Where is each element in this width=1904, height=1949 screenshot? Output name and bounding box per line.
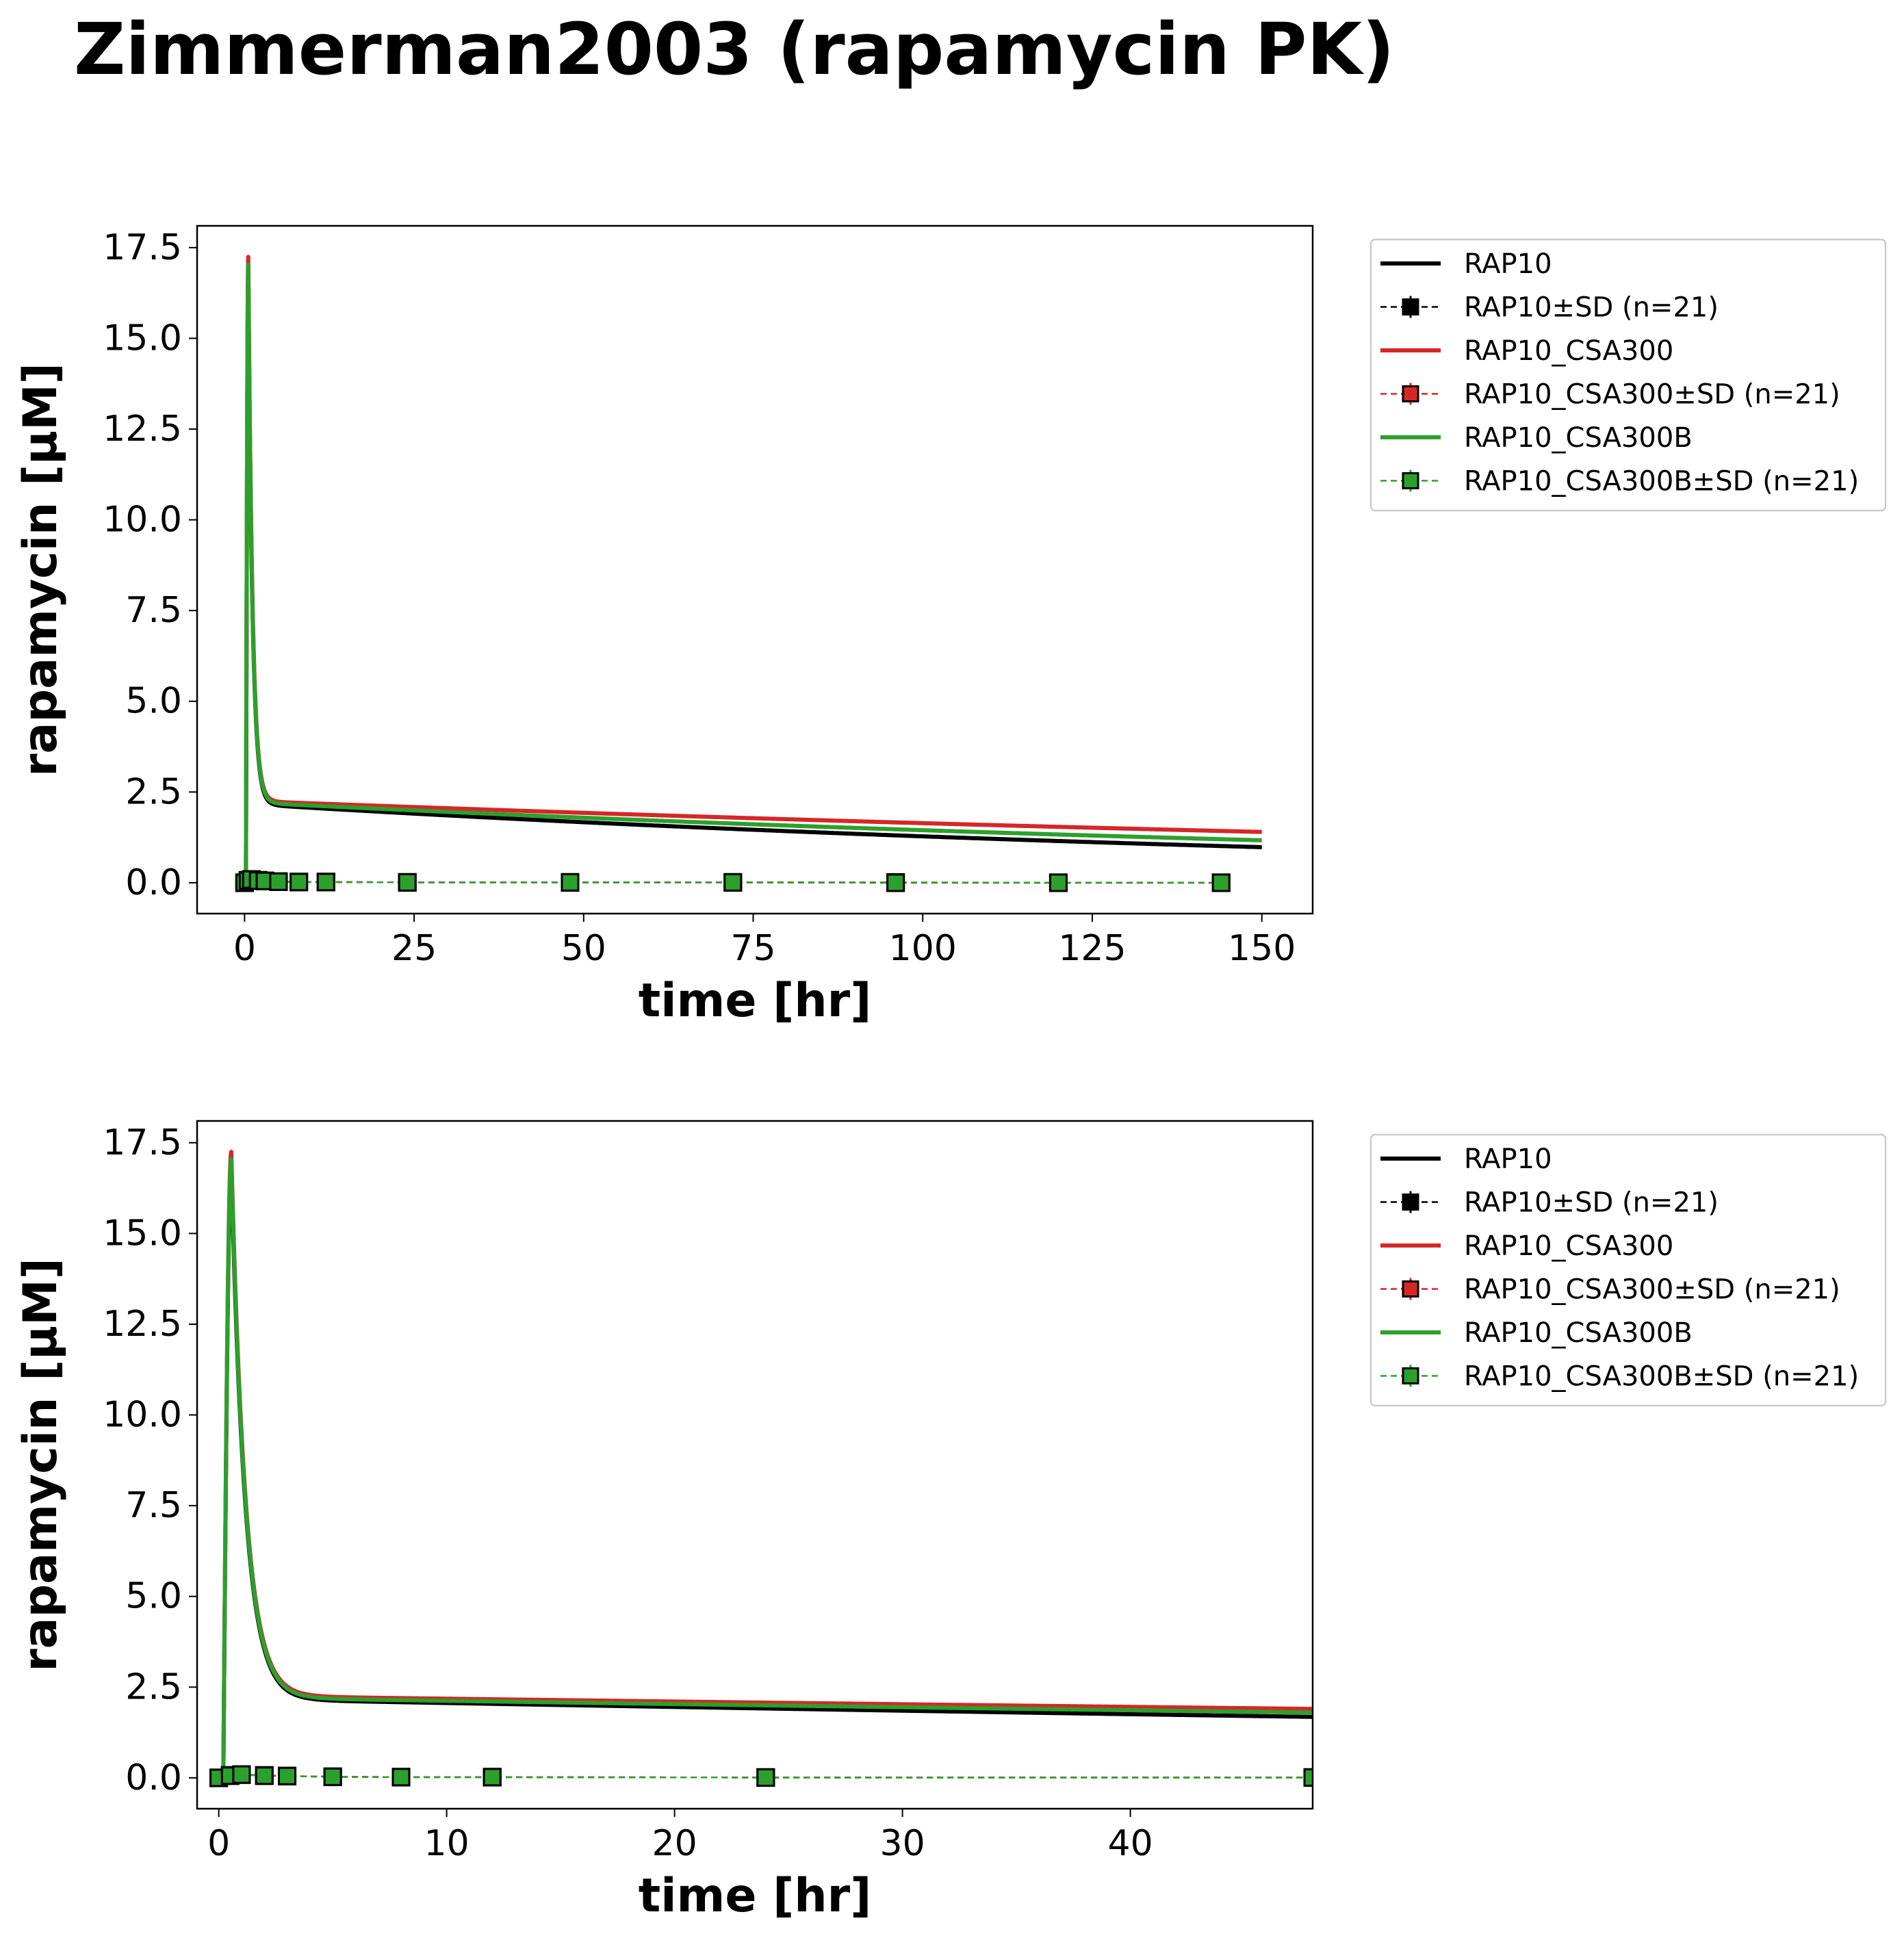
chart-panel-1: 0.0 2.5 5.0 7.5 10.0 12.5 15.0 17.5 0 25 50 75 100 12…: [14, 224, 1887, 1028]
y-tick-label: 17.5: [103, 1122, 182, 1163]
y-tick-label: 7.5: [125, 590, 182, 631]
data-point: [391, 1768, 411, 1787]
y-tick-label: 15.0: [103, 318, 182, 359]
data-point: [1049, 873, 1068, 892]
y-tick-label: 17.5: [103, 227, 182, 268]
y-tick-label: 2.5: [125, 771, 182, 812]
legend-marker: [1402, 1280, 1419, 1298]
data-point: [483, 1768, 502, 1787]
x-tick-label: 150: [1228, 928, 1296, 969]
legend-label: RAP10±SD (n=21): [1464, 1187, 1719, 1219]
data-point: [886, 873, 905, 892]
legend-label: RAP10: [1464, 1144, 1552, 1175]
series-line-rap10-csa300: [242, 255, 1262, 885]
axes-frame: [196, 1120, 1314, 1810]
legend-label: RAP10_CSA300B: [1464, 1317, 1693, 1349]
y-tick-label: 12.5: [103, 1304, 182, 1345]
data-point: [232, 1765, 251, 1784]
legend-box: [1369, 238, 1887, 512]
legend-label: RAP10: [1464, 248, 1552, 280]
data-point: [1303, 1768, 1313, 1787]
plot-area: [209, 1150, 1313, 1787]
data-point: [561, 873, 580, 892]
series-line-rap10: [216, 1165, 1313, 1780]
x-tick-label: 40: [1108, 1823, 1153, 1864]
figure-title: Zimmerman2003 (rapamycin PK): [74, 8, 1395, 91]
data-point: [756, 1768, 775, 1787]
legend-label: RAP10_CSA300±SD (n=21): [1464, 379, 1840, 411]
legend-marker: [1402, 1193, 1419, 1211]
y-tick-label: 12.5: [103, 409, 182, 450]
legend: RAP10 RAP10±SD (n=21) RAP10_CSA300 RAP10_CS…: [1369, 1133, 1887, 1407]
x-tick-label: 50: [561, 928, 606, 969]
legend-box: [1369, 1133, 1887, 1407]
data-point: [290, 873, 309, 892]
data-point: [1211, 873, 1231, 892]
x-tick-label: 125: [1058, 928, 1126, 969]
legend-label: RAP10_CSA300B: [1464, 422, 1693, 454]
legend-label: RAP10_CSA300±SD (n=21): [1464, 1274, 1840, 1306]
legend-label: RAP10_CSA300B±SD (n=21): [1464, 1361, 1859, 1393]
data-point: [398, 873, 417, 892]
plot-area: [235, 255, 1262, 892]
y-axis-label: rapamycin [µM]: [14, 363, 68, 777]
data-point: [269, 872, 288, 891]
legend-marker: [1402, 298, 1419, 315]
x-axis-label: time [hr]: [639, 1869, 872, 1923]
x-tick-label: 25: [391, 928, 437, 969]
legend-label: RAP10_CSA300: [1464, 335, 1673, 367]
x-tick-label: 10: [424, 1823, 469, 1864]
y-tick-label: 0.0: [125, 1757, 182, 1798]
y-tick-label: 10.0: [103, 1395, 182, 1436]
y-tick-label: 10.0: [103, 500, 182, 541]
legend: RAP10 RAP10±SD (n=21) RAP10_CSA300 RAP10_CS…: [1369, 238, 1887, 512]
y-tick-label: 2.5: [125, 1666, 182, 1707]
series-line-rap10-csa300b: [242, 261, 1262, 885]
y-tick-label: 5.0: [125, 1576, 182, 1617]
data-point: [255, 1766, 274, 1785]
legend-marker: [1402, 1367, 1419, 1384]
y-tick-label: 0.0: [125, 862, 182, 903]
x-tick-label: 75: [730, 928, 775, 969]
x-axis-label: time [hr]: [639, 974, 872, 1028]
x-tick-label: 0: [207, 1823, 230, 1864]
y-tick-label: 15.0: [103, 1213, 182, 1254]
data-point: [316, 873, 335, 892]
data-point: [278, 1766, 297, 1785]
x-tick-label: 0: [233, 928, 256, 969]
y-axis-label: rapamycin [µM]: [14, 1258, 68, 1672]
x-tick-label: 100: [889, 928, 957, 969]
x-tick-label: 20: [652, 1823, 697, 1864]
chart-panel-2: 0.0 2.5 5.0 7.5 10.0 12.5 15.0 17.5 0 10 20 30 40 tim…: [14, 1120, 1887, 1923]
series-line-rap10: [242, 271, 1262, 885]
legend-marker: [1402, 472, 1419, 489]
x-tick-label: 30: [880, 1823, 925, 1864]
legend-label: RAP10_CSA300: [1464, 1230, 1673, 1262]
axes-frame: [196, 224, 1314, 915]
legend-label: RAP10_CSA300B±SD (n=21): [1464, 466, 1859, 498]
data-point: [723, 873, 743, 892]
y-tick-label: 7.5: [125, 1485, 182, 1526]
series-line-rap10-csa300b: [216, 1157, 1313, 1780]
legend-marker: [1402, 385, 1419, 402]
data-point: [323, 1767, 342, 1786]
y-tick-label: 5.0: [125, 681, 182, 722]
series-line-rap10-csa300: [216, 1150, 1313, 1780]
legend-label: RAP10±SD (n=21): [1464, 292, 1719, 324]
